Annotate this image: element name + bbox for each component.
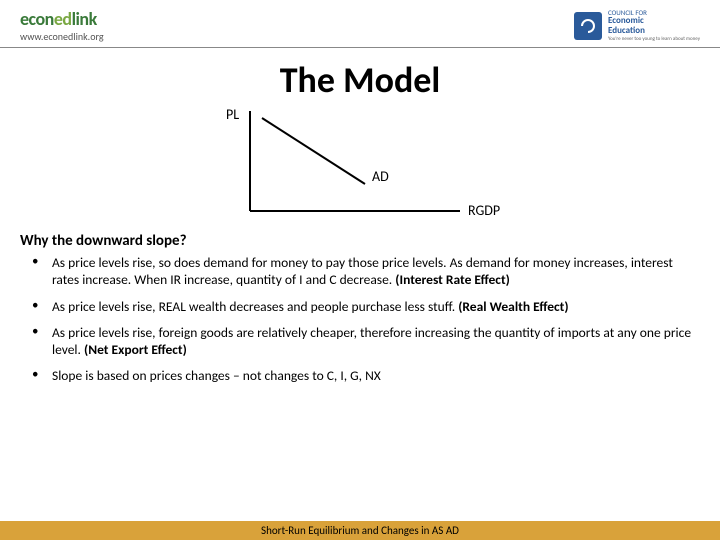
logo-wordmark: econedlink [20,8,104,30]
bullet-text: As price levels rise, REAL wealth decrea… [52,298,458,315]
cee-tagline: You're never too young to learn about mo… [608,37,700,43]
chart-svg [210,106,510,226]
bullet-bold: (Net Export Effect) [84,341,187,358]
bullet-bold: (Real Wealth Effect) [458,298,568,315]
bullet-list: As price levels rise, so does demand for… [0,254,720,385]
bullet-text: Slope is based on prices changes – not c… [52,367,381,384]
curve-label: AD [372,168,389,185]
logo-part-ed: ed [54,8,72,30]
bullet-item: As price levels rise, REAL wealth decrea… [38,298,696,315]
logo-part-econ: econ [20,8,54,30]
slide-header: econedlink www.econedlink.org COUNCIL FO… [0,0,720,48]
cee-logo: COUNCIL FOR Economic Education You're ne… [574,9,700,43]
bullet-item: Slope is based on prices changes – not c… [38,367,696,384]
bullet-item: As price levels rise, so does demand for… [38,254,696,289]
cee-logo-icon [574,12,602,40]
ad-chart: PL AD RGDP [210,106,510,226]
logo-url: www.econedlink.org [20,30,104,43]
slide-footer: Short-Run Equilibrium and Changes in AS … [0,521,720,540]
logo-part-link: link [72,8,97,30]
subheading: Why the downward slope? [0,226,720,254]
x-axis-label: RGDP [468,202,500,219]
cee-logo-text: COUNCIL FOR Economic Education You're ne… [608,9,700,43]
cee-line3: Education [608,26,700,36]
econedlink-logo: econedlink www.econedlink.org [20,8,104,43]
slide-title: The Model [0,58,720,102]
bullet-item: As price levels rise, foreign goods are … [38,324,696,359]
bullet-text: As price levels rise, so does demand for… [52,254,673,288]
bullet-bold: (Interest Rate Effect) [395,271,510,288]
y-axis-label: PL [226,106,239,123]
